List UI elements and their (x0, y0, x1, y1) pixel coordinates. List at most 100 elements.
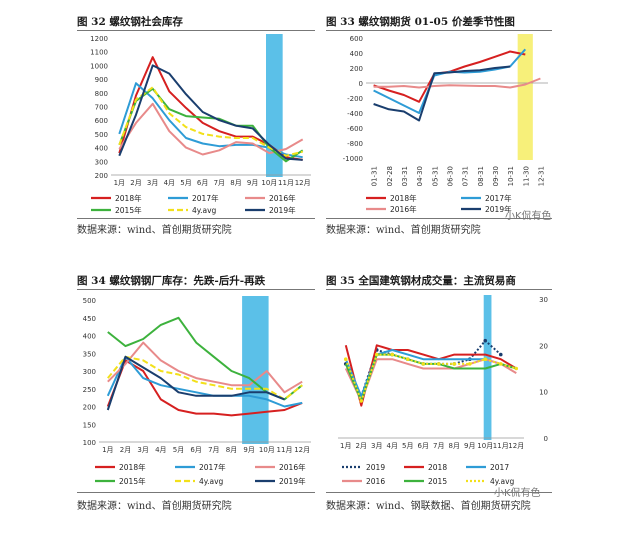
series-point-4y.avg (514, 366, 519, 371)
y-tick-label: 450 (83, 315, 96, 323)
y-tick-label: 1000 (90, 62, 108, 70)
x-tick-label: 6月 (418, 442, 429, 450)
legend-label: 2017年 (192, 193, 219, 203)
series-line-4y.avg (107, 355, 303, 401)
x-tick-label: 8月 (226, 446, 237, 454)
legend-label: 2017年 (485, 193, 512, 203)
figure-32-source-rule (77, 218, 315, 219)
x-tick-label: 7月 (208, 446, 219, 454)
x-tick-label: 9月 (243, 446, 254, 454)
y-tick-label: 700 (95, 104, 108, 112)
x-tick-label: 5月 (402, 442, 413, 450)
x-tick-label: 12月 (295, 179, 311, 187)
legend-label: 2019年 (485, 204, 512, 214)
x-tick-label: 4月 (155, 446, 166, 454)
x-tick-label: 1月 (340, 442, 351, 450)
x-tick-label: 7月 (214, 179, 225, 187)
series-line-2019年 (373, 65, 511, 122)
legend-label: 2016年 (269, 193, 296, 203)
y-tick-label: 900 (95, 76, 108, 84)
x-tick-label: 3月 (147, 179, 158, 187)
legend-label: 2018年 (390, 193, 417, 203)
x-tick-label: 5月 (173, 446, 184, 454)
legend-label: 2017年 (199, 462, 226, 472)
y-tick-label: 400 (83, 333, 96, 341)
x-tick-label: 07-31 (462, 166, 470, 186)
x-tick-label: 8月 (449, 442, 460, 450)
chart-33-rebar-futures-spread: -1000 -800 -600 -400 -200 0 200 400 600 01-31 02-2… (343, 34, 548, 214)
legend-label: 2015年 (119, 476, 146, 486)
watermark-top: 小K侃有色 (505, 211, 552, 222)
x-tick-label: 9月 (464, 442, 475, 450)
y-tick-label: 300 (83, 368, 96, 376)
figure-33-source: 数据来源：wind、首创期货研究院 (326, 225, 481, 236)
legend-label: 4y.avg (199, 477, 224, 486)
x-tick-label: 6月 (197, 179, 208, 187)
legend-label: 2018年 (115, 193, 142, 203)
y-tick-label: 10 (539, 389, 548, 397)
x-tick-label: 11月 (278, 179, 294, 187)
highlight-band (242, 296, 269, 444)
series-line-4y.avg (344, 353, 517, 402)
y-tick-label: 200 (350, 65, 363, 73)
series-point-4y.avg (467, 362, 472, 366)
legend-label: 2019年 (279, 476, 306, 486)
y-tick-label: 500 (95, 131, 108, 139)
x-tick-label: 12-31 (537, 166, 545, 186)
y-tick-label: 600 (350, 35, 363, 43)
x-tick-label: 06-30 (446, 166, 454, 186)
series-point-4y.avg (421, 362, 426, 366)
series-point-2019 (483, 338, 488, 343)
x-tick-label: 2月 (130, 179, 141, 187)
y-tick-label: 20 (539, 342, 548, 350)
legend-label: 2018 (428, 463, 447, 472)
y-tick-label: 0 (359, 80, 363, 88)
series-line-2016 (344, 358, 517, 402)
legend-label: 2016年 (390, 204, 417, 214)
y-tick-label: 300 (95, 158, 108, 166)
x-tick-label: 3月 (371, 442, 382, 450)
y-tick-label: 30 (539, 296, 548, 304)
series-line-2018 (344, 344, 517, 407)
y-tick-label: 0 (544, 435, 548, 443)
series-line-4y.avg (118, 86, 303, 157)
figure-33-title-rule (326, 30, 552, 31)
x-tick-label: 4月 (387, 442, 398, 450)
series-line-2019年 (118, 64, 303, 161)
y-tick-label: 200 (83, 404, 96, 412)
series-line-2016年 (118, 102, 304, 156)
legend-label: 2019年 (269, 205, 296, 215)
x-tick-label: 2月 (120, 446, 131, 454)
legend-label: 2016 (366, 477, 385, 486)
x-tick-label: 10月 (261, 179, 277, 187)
x-tick-label: 04-30 (416, 166, 424, 186)
legend-label: 4y.avg (192, 206, 217, 215)
y-tick-label: -800 (347, 140, 363, 148)
series-point-4y.avg (359, 399, 364, 403)
x-tick-label: 11月 (493, 442, 509, 450)
x-tick-label: 1月 (102, 446, 113, 454)
x-tick-label: 01-31 (371, 166, 379, 186)
y-tick-label: 200 (95, 172, 108, 180)
x-tick-label: 12月 (508, 442, 524, 450)
figure-35-source: 数据来源：wind、钢联数据、首创期货研究院 (326, 501, 531, 512)
figure-32-title: 图 32 螺纹钢社会库存 (77, 16, 183, 28)
figure-35-source-rule (326, 492, 552, 493)
y-tick-label: 600 (95, 117, 108, 125)
y-tick-label: 350 (83, 350, 96, 358)
x-tick-label: 10-31 (507, 166, 515, 186)
y-tick-label: 150 (83, 421, 96, 429)
highlight-band (266, 34, 283, 177)
series-line-2016年 (373, 77, 541, 89)
x-tick-label: 3月 (137, 446, 148, 454)
x-tick-label: 03-31 (401, 166, 409, 186)
y-tick-label: -200 (347, 95, 363, 103)
legend-label: 2018年 (119, 462, 146, 472)
series-line-2016年 (107, 341, 303, 394)
x-tick-label: 7月 (433, 442, 444, 450)
series-point-4y.avg (436, 362, 441, 366)
legend-label: 2016年 (279, 462, 306, 472)
series-point-4y.avg (405, 357, 410, 362)
series-line-2017年 (106, 355, 303, 408)
figure-34-title-rule (77, 289, 315, 290)
